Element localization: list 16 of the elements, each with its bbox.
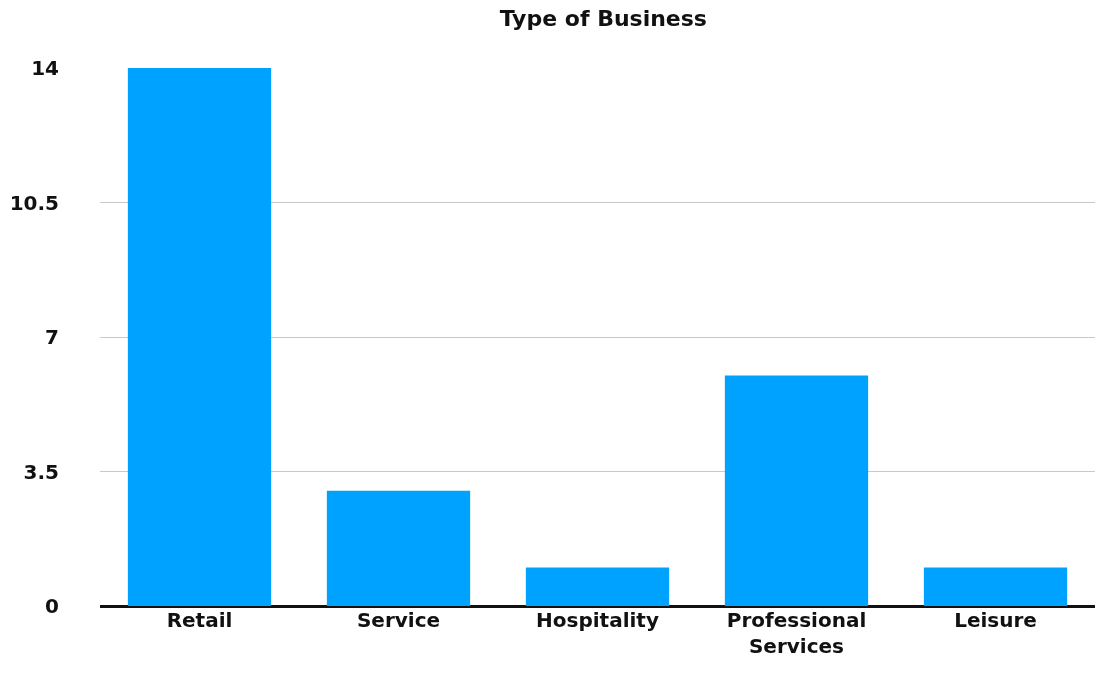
bar — [127, 68, 272, 606]
bar — [724, 375, 869, 606]
y-tick-label: 3.5 — [23, 459, 59, 484]
chart-title: Type of Business — [499, 5, 707, 31]
x-tick-label: Professional Services — [726, 608, 867, 658]
x-tick-label: Hospitality — [536, 608, 659, 632]
y-tick-label: 14 — [31, 56, 59, 80]
bar — [326, 490, 471, 606]
x-tick-label: Retail — [166, 608, 233, 632]
y-tick-label: 7 — [45, 325, 59, 349]
y-tick-label: 0 — [45, 594, 59, 618]
bar — [923, 567, 1068, 606]
y-tick-label: 10.5 — [9, 190, 59, 215]
bar — [525, 567, 670, 606]
x-tick-label: Service — [356, 608, 441, 632]
x-tick-label: Leisure — [954, 608, 1037, 632]
